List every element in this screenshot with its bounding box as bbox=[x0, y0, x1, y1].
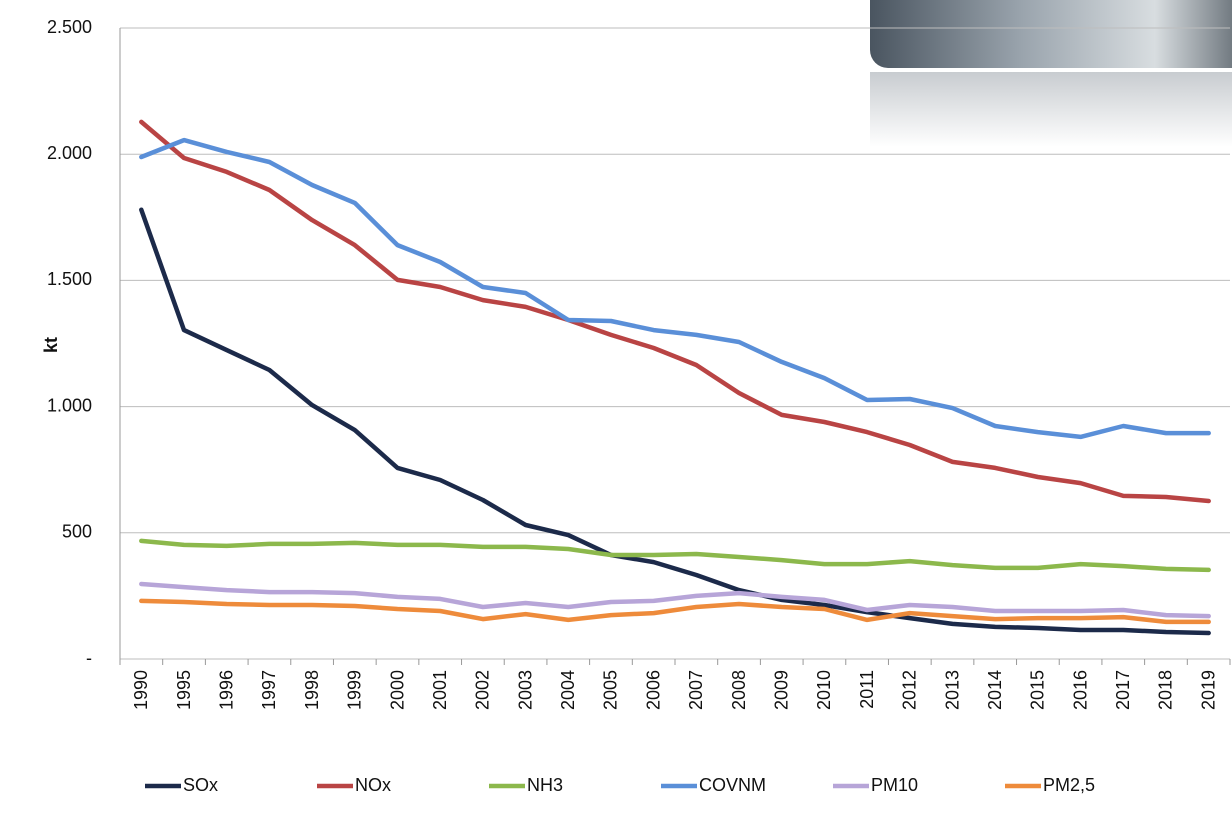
y-tick-label: 1.500 bbox=[47, 269, 92, 289]
series-line bbox=[139, 581, 1211, 619]
x-tick-label: 2012 bbox=[900, 670, 920, 710]
x-tick-label: 1998 bbox=[302, 670, 322, 710]
legend-label: SOx bbox=[183, 775, 218, 795]
x-tick-label: 2011 bbox=[857, 670, 877, 709]
y-tick-label: 2.000 bbox=[47, 143, 92, 163]
legend-label: PM2,5 bbox=[1043, 775, 1095, 795]
series-line bbox=[139, 207, 1211, 636]
x-tick-label: 2001 bbox=[430, 670, 450, 710]
x-tick-label: 2018 bbox=[1156, 670, 1176, 710]
y-axis-label: kt bbox=[41, 337, 61, 353]
x-tick-label: 2006 bbox=[643, 670, 663, 710]
x-tick-label: 2003 bbox=[515, 670, 535, 710]
y-tick-label: 500 bbox=[62, 522, 92, 542]
x-tick-label: 2004 bbox=[558, 670, 578, 710]
x-tick-label: 2005 bbox=[601, 670, 621, 710]
legend-label: PM10 bbox=[871, 775, 918, 795]
x-tick-label: 2016 bbox=[1070, 670, 1090, 710]
x-tick-label: 2010 bbox=[814, 670, 834, 710]
x-tick-label: 2002 bbox=[473, 670, 493, 710]
x-tick-label: 2000 bbox=[387, 670, 407, 710]
x-tick-label: 1999 bbox=[345, 670, 365, 710]
x-tick-label: 2009 bbox=[771, 670, 791, 710]
legend-label: NOx bbox=[355, 775, 391, 795]
series-line bbox=[139, 538, 1211, 573]
y-tick-label: 1.000 bbox=[47, 395, 92, 415]
x-tick-label: 2013 bbox=[942, 670, 962, 710]
x-tick-label: 1996 bbox=[216, 670, 236, 710]
x-tick-label: 2017 bbox=[1113, 670, 1133, 710]
x-tick-label: 2019 bbox=[1198, 670, 1218, 710]
y-tick-label: 2.500 bbox=[47, 17, 92, 37]
x-tick-label: 2014 bbox=[985, 670, 1005, 710]
photo-reflection bbox=[870, 72, 1232, 147]
x-tick-label: 2008 bbox=[729, 670, 749, 710]
x-tick-label: 2007 bbox=[686, 670, 706, 710]
x-tick-label: 1990 bbox=[131, 670, 151, 710]
photo bbox=[870, 0, 1232, 68]
series-line bbox=[139, 137, 1211, 440]
y-tick-label: - bbox=[86, 648, 92, 668]
series-line bbox=[139, 119, 1211, 504]
x-tick-label: 1997 bbox=[259, 670, 279, 710]
legend-label: NH3 bbox=[527, 775, 563, 795]
x-tick-label: 2015 bbox=[1028, 670, 1048, 710]
series-line bbox=[139, 598, 1211, 625]
legend-label: COVNM bbox=[699, 775, 766, 795]
x-tick-label: 1995 bbox=[174, 670, 194, 710]
